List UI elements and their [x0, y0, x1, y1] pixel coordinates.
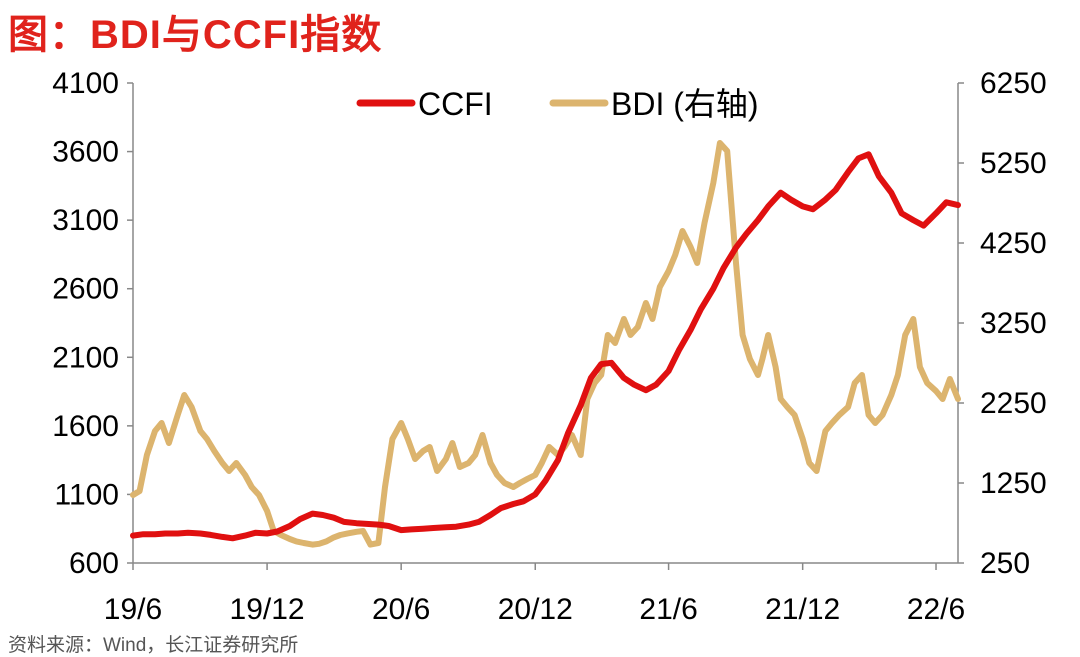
left-tick-label: 2100 — [52, 341, 119, 374]
series-line-ccfi — [130, 151, 961, 542]
x-tick-label: 20/12 — [498, 593, 573, 626]
right-tick-label: 2250 — [980, 387, 1047, 420]
axes: 600 1100 1600 2100 2600 3100 3600 4100 250 1250 22… — [52, 67, 1047, 626]
chart-title: 图：BDI与CCFI指数 — [8, 13, 383, 57]
x-tick-label: 19/6 — [104, 593, 162, 626]
left-tick-label: 1100 — [54, 478, 119, 511]
right-tick-label: 4250 — [980, 227, 1047, 260]
x-tick-label: 19/12 — [230, 593, 305, 626]
left-tick-label: 2600 — [52, 273, 119, 306]
series-line-bdi — [130, 140, 961, 548]
right-tick-label: 1250 — [980, 467, 1047, 500]
right-tick-label: 3250 — [980, 307, 1047, 340]
series-lines — [130, 140, 961, 548]
legend: CCFI BDI (右轴) — [356, 86, 759, 122]
x-tick-label: 22/6 — [907, 593, 965, 626]
right-tick-label: 250 — [980, 547, 1030, 580]
x-tick-label: 21/6 — [639, 593, 697, 626]
right-tick-label: 5250 — [980, 147, 1047, 180]
x-tick-label: 21/12 — [765, 593, 840, 626]
left-tick-label: 600 — [69, 547, 119, 580]
right-tick-label: 6250 — [980, 67, 1047, 100]
x-tick-label: 20/6 — [372, 593, 430, 626]
left-tick-label: 3600 — [52, 136, 119, 169]
left-tick-label: 3100 — [52, 204, 119, 237]
left-tick-label: 4100 — [52, 67, 119, 100]
legend-label-ccfi: CCFI — [418, 86, 493, 122]
legend-label-bdi: BDI (右轴) — [611, 86, 759, 122]
left-tick-label: 1600 — [52, 410, 119, 443]
source-note: 资料来源：Wind，长江证券研究所 — [8, 635, 299, 656]
